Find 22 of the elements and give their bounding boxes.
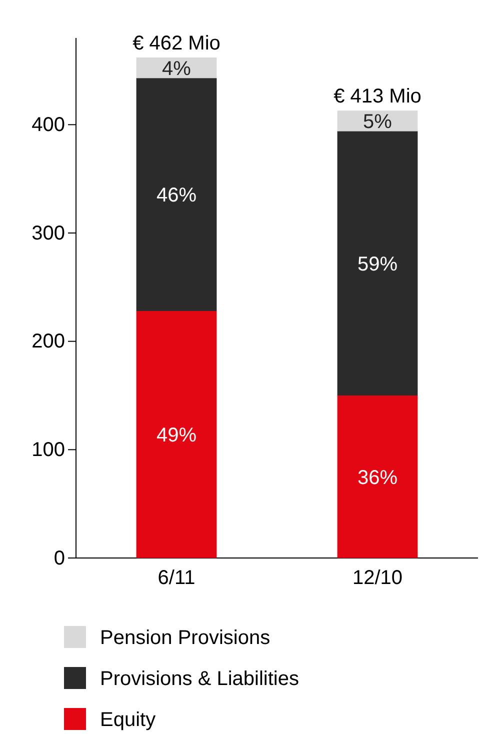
y-tick-label: 300 bbox=[32, 222, 65, 244]
bar bbox=[337, 131, 418, 396]
annotation: 59% bbox=[357, 253, 398, 276]
legend-label: Provisions & Liabilities bbox=[100, 668, 299, 690]
bar bbox=[136, 311, 217, 558]
y-tick-label: 0 bbox=[54, 547, 65, 570]
annotation: 4% bbox=[162, 58, 192, 80]
x-tick-label: 12/10 bbox=[352, 567, 403, 590]
total-label: € 413 Mio bbox=[334, 86, 422, 108]
total-label: € 462 Mio bbox=[132, 32, 220, 54]
y-tick-label: 200 bbox=[32, 330, 65, 353]
legend-label: Equity bbox=[100, 709, 156, 731]
bar bbox=[337, 396, 418, 558]
x-tick-label: 6/11 bbox=[158, 567, 196, 590]
legend-label: Pension Provisions bbox=[100, 627, 270, 649]
annotation: 36% bbox=[357, 466, 398, 489]
annotation: 5% bbox=[363, 110, 392, 133]
y-tick-label: 400 bbox=[32, 114, 65, 136]
annotation: 46% bbox=[156, 184, 197, 207]
bar bbox=[136, 78, 217, 311]
annotation: 49% bbox=[156, 424, 197, 446]
y-tick-label: 100 bbox=[32, 439, 65, 462]
